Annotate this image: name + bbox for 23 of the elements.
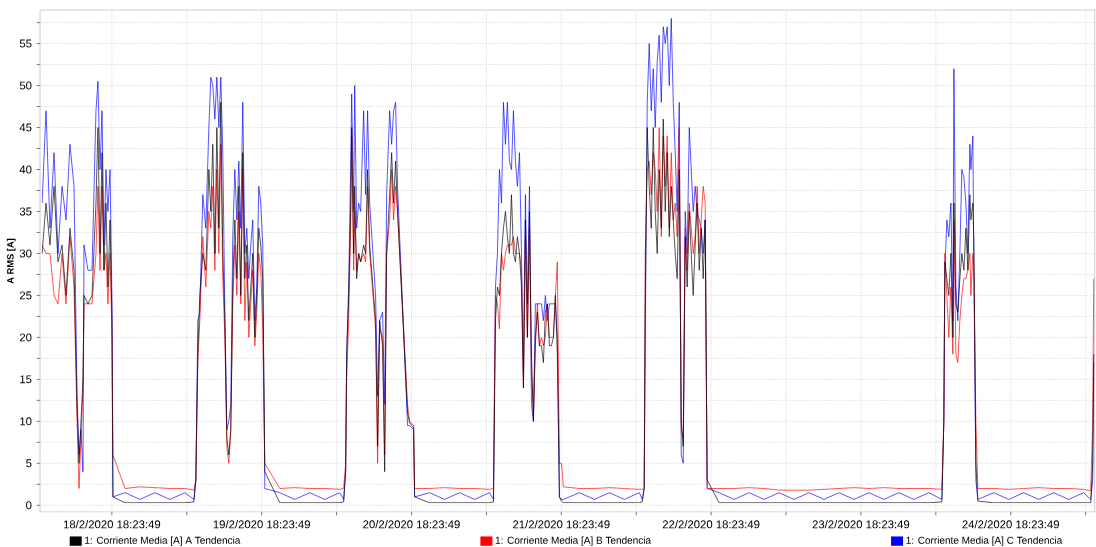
y-tick-label: 25 bbox=[19, 291, 32, 300]
x-tick-label: 19/2/2020 18:23:49 bbox=[213, 520, 310, 529]
x-tick-label: 20/2/2020 18:23:49 bbox=[363, 520, 460, 529]
legend-label: 1: Corriente Media [A] A Tendencia bbox=[85, 536, 241, 546]
y-tick-label: 15 bbox=[20, 375, 32, 384]
x-tick-label: 21/2/2020 18:23:49 bbox=[513, 520, 610, 529]
x-tick-label: 23/2/2020 18:23:49 bbox=[812, 520, 910, 529]
y-tick-label: 20 bbox=[19, 333, 32, 342]
x-tick-label: 24/2/2020 18:23:49 bbox=[962, 520, 1060, 529]
x-tick-label: 22/2/2020 18:23:49 bbox=[662, 520, 760, 529]
y-tick-label: 35 bbox=[19, 207, 32, 216]
legend-label: 1: Corriente Media [A] C Tendencia bbox=[906, 536, 1063, 546]
y-axis-title: A RMS [A] bbox=[6, 238, 16, 284]
y-tick-label: 5 bbox=[26, 459, 32, 468]
y-tick-label: 40 bbox=[19, 165, 32, 174]
y-tick-label: 45 bbox=[19, 123, 32, 132]
y-tick-label: 30 bbox=[19, 249, 32, 258]
y-tick-label: 10 bbox=[20, 417, 32, 426]
legend-label: 1: Corriente Media [A] B Tendencia bbox=[495, 536, 652, 546]
y-tick-label: 0 bbox=[26, 501, 32, 510]
x-tick-label: 18/2/2020 18:23:49 bbox=[63, 520, 161, 529]
y-tick-label: 50 bbox=[19, 81, 32, 90]
y-tick-label: 55 bbox=[19, 39, 32, 48]
